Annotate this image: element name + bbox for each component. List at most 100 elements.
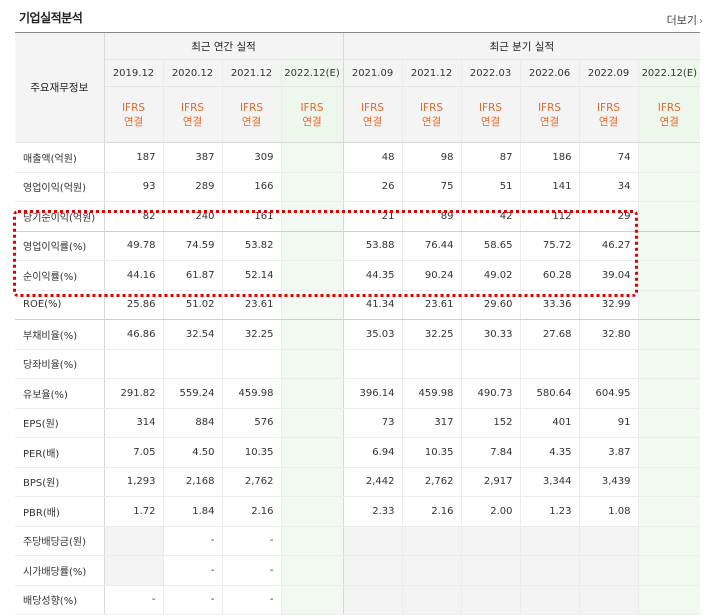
row-header-label: 주요재무정보 [15,33,105,143]
table-cell: 2,917 [460,467,521,497]
table-row: EPS(원) 314 884 576 73 317 152 401 91 [15,408,701,438]
table-cell: 73 [342,408,403,438]
table-cell: 49.78 [104,231,163,261]
row-label: 영업이익률(%) [15,231,105,261]
table-row: 영업이익률(%) 49.78 74.59 53.82 53.88 76.44 58.65 75… [15,231,701,261]
table-cell [280,467,344,497]
ifrs-line: IFRS [419,101,444,114]
consolidated-line: 연결 [421,115,442,128]
more-link[interactable]: 더보기 › [667,12,703,28]
table-cell: 39.04 [578,260,639,291]
table-cell: 7.05 [104,437,163,468]
table-cell [280,201,344,232]
table-cell: 53.82 [221,231,281,261]
table-row: 배당성향(%) - - - [15,585,701,615]
table-cell: 87 [460,142,521,173]
table-cell: 2.16 [221,496,281,527]
ifrs-line: IFRS [478,101,503,114]
table-cell [162,349,222,379]
table-cell: - [221,585,281,615]
table-cell: 98 [401,142,462,173]
table-cell: 89 [401,201,462,232]
table-cell [280,172,344,202]
table-cell: 26 [342,172,403,202]
table-cell: 490.73 [460,378,521,409]
table-cell [637,555,701,586]
table-cell: - [162,555,222,586]
column-date: 2022.06 [519,59,580,87]
table-cell: 10.35 [401,437,462,468]
table-cell: 32.25 [221,319,281,350]
column-date: 2020.12 [162,59,222,87]
consolidated-line: 연결 [659,115,679,128]
table-cell: 1,293 [104,467,163,497]
table-cell: 29 [578,201,639,232]
table-cell [280,290,344,320]
table-cell [280,496,344,527]
table-cell: 2,762 [221,467,281,497]
table-cell: 91 [578,408,639,438]
table-cell: 23.61 [401,290,462,320]
table-cell [637,349,701,379]
table-cell: 580.64 [519,378,580,409]
section-title: 기업실적분석 [19,11,83,25]
table-cell: 3,439 [578,467,639,497]
table-cell [578,585,639,615]
table-cell: 2.33 [342,496,403,527]
table-cell: 604.95 [578,378,639,409]
table-cell: - [221,526,281,556]
ifrs-line: IFRS [121,101,146,114]
row-label: BPS(원) [15,467,105,497]
table-cell [104,349,163,379]
table-cell: 75 [401,172,462,202]
table-cell: 7.84 [460,437,521,468]
table-cell: 291.82 [104,378,163,409]
table-row: BPS(원) 1,293 2,168 2,762 2,442 2,762 2,917 3,34… [15,467,701,497]
column-date: 2019.12 [104,59,163,87]
table-cell: 317 [401,408,462,438]
table-cell [280,349,344,379]
row-label: EPS(원) [15,408,105,438]
table-cell [637,496,701,527]
consolidated-line: 연결 [362,115,383,128]
table-row: 당기순이익(억원) 82 240 161 21 89 42 112 29 [15,201,701,232]
table-cell: 42 [460,201,521,232]
table-cell: 240 [162,201,222,232]
consolidated-line: 연결 [302,115,322,128]
ifrs-label: IFRS 연결 [221,86,281,143]
table-cell: 2,442 [342,467,403,497]
column-date: 2022.12(E) [280,59,344,87]
group-annual: 최근 연간 실적 [104,33,344,60]
date-header-row: 2019.12 2020.12 2021.12 2022.12(E) 2021.09 20… [15,59,701,87]
table-cell: 23.61 [221,290,281,320]
table-cell [637,290,701,320]
table-row: 당좌비율(%) [15,349,701,379]
table-cell [637,408,701,438]
table-cell: 90.24 [401,260,462,291]
table-cell [280,231,344,261]
consolidated-line: 연결 [598,115,619,128]
table-cell: 30.33 [460,319,521,350]
table-cell [519,526,580,556]
chevron-right-icon: › [699,16,703,27]
row-label: 부채비율(%) [15,319,105,350]
table-cell: 2.00 [460,496,521,527]
table-cell [280,555,344,586]
table-cell: - [162,585,222,615]
table-cell [460,555,521,586]
table-cell: 33.36 [519,290,580,320]
table-cell: 51 [460,172,521,202]
ifrs-line: IFRS [657,101,681,114]
table-cell: 51.02 [162,290,222,320]
table-cell: 76.44 [401,231,462,261]
table-cell [637,142,701,173]
table-cell [104,555,163,586]
table-row: 매출액(억원) 187 387 309 48 98 87 186 74 [15,142,701,173]
table-cell: 27.68 [519,319,580,350]
table-cell [221,349,281,379]
table-cell: 314 [104,408,163,438]
table-cell [519,349,580,379]
ifrs-label: IFRS 연결 [162,86,222,143]
table-cell: 4.50 [162,437,222,468]
table-cell: 10.35 [221,437,281,468]
